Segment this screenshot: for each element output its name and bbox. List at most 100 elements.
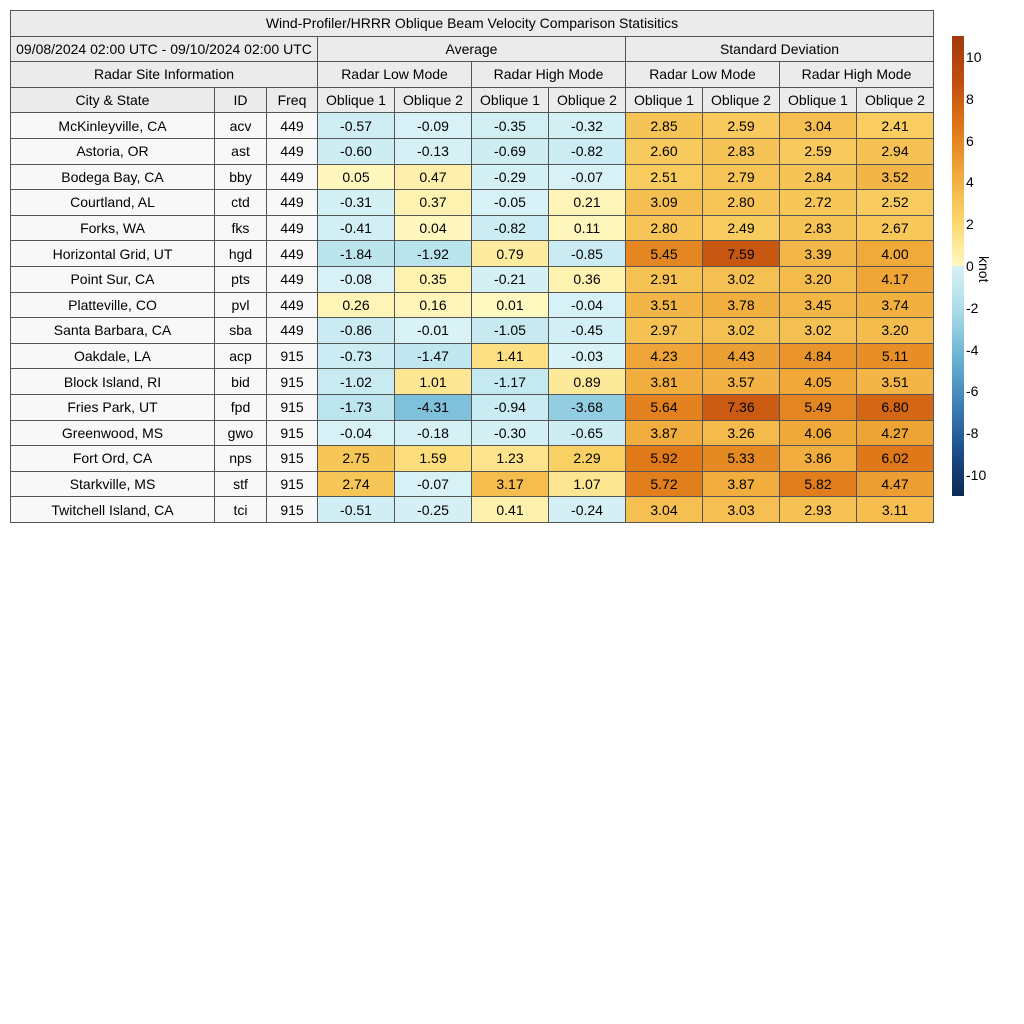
- std-value-cell: 2.80: [625, 214, 703, 242]
- mode-header-std-low: Radar Low Mode: [625, 61, 780, 88]
- std-value-cell: 3.02: [779, 317, 857, 344]
- std-value-cell: 2.84: [779, 163, 857, 191]
- site-freq-cell: 449: [266, 112, 318, 139]
- average-value-cell: -0.31: [317, 189, 395, 216]
- average-value-cell: -0.57: [317, 112, 395, 139]
- site-id-cell: nps: [214, 445, 267, 472]
- std-value-cell: 4.05: [779, 368, 857, 395]
- colorbar-tick-label: 2: [966, 216, 974, 233]
- average-value-cell: 0.41: [471, 496, 549, 523]
- std-value-cell: 4.23: [625, 342, 703, 370]
- std-value-cell: 2.97: [625, 317, 703, 344]
- average-value-cell: -0.86: [317, 317, 395, 344]
- colorbar-label: knot: [976, 256, 992, 283]
- std-value-cell: 2.59: [702, 112, 780, 139]
- std-value-cell: 3.87: [625, 419, 703, 447]
- mode-header-std-high: Radar High Mode: [779, 61, 934, 88]
- average-value-cell: -0.09: [394, 112, 472, 139]
- average-value-cell: 2.29: [548, 445, 626, 472]
- column-header: Oblique 2: [856, 86, 934, 114]
- table-row: Greenwood, MS gwo 915 -0.04 -0.18 -0.30 -0.65 3…: [10, 419, 934, 447]
- date-range: 09/08/2024 02:00 UTC - 09/10/2024 02:00 …: [10, 35, 318, 63]
- site-city-cell: Block Island, RI: [10, 368, 215, 395]
- average-value-cell: -0.03: [548, 342, 626, 370]
- site-city-cell: Santa Barbara, CA: [10, 317, 215, 344]
- std-value-cell: 2.59: [779, 137, 857, 165]
- column-header: ID: [214, 86, 267, 114]
- average-value-cell: -3.68: [548, 393, 626, 421]
- average-value-cell: -0.60: [317, 137, 395, 165]
- std-value-cell: 2.72: [779, 189, 857, 216]
- table-row: Block Island, RI bid 915 -1.02 1.01 -1.17 0.89…: [10, 368, 934, 395]
- site-city-cell: Horizontal Grid, UT: [10, 240, 215, 267]
- table-row: Astoria, OR ast 449 -0.60 -0.13 -0.69 -0.82 2.6…: [10, 137, 934, 165]
- average-value-cell: -0.18: [394, 419, 472, 447]
- site-id-cell: pvl: [214, 291, 267, 319]
- column-header: Oblique 2: [702, 86, 780, 114]
- mode-header-avg-high: Radar High Mode: [471, 61, 626, 88]
- std-value-cell: 2.94: [856, 137, 934, 165]
- std-value-cell: 2.67: [856, 214, 934, 242]
- site-id-cell: fpd: [214, 393, 267, 421]
- site-id-cell: tci: [214, 496, 267, 523]
- std-value-cell: 5.92: [625, 445, 703, 472]
- std-value-cell: 2.83: [779, 214, 857, 242]
- average-value-cell: -1.92: [394, 240, 472, 267]
- std-value-cell: 3.87: [702, 470, 780, 498]
- average-value-cell: -0.45: [548, 317, 626, 344]
- std-value-cell: 3.57: [702, 368, 780, 395]
- average-value-cell: 0.35: [394, 265, 472, 293]
- colorbar: [952, 36, 964, 496]
- std-value-cell: 5.45: [625, 240, 703, 267]
- table-row: Starkville, MS stf 915 2.74 -0.07 3.17 1.07 5.7…: [10, 470, 934, 498]
- std-value-cell: 2.80: [702, 189, 780, 216]
- std-value-cell: 3.26: [702, 419, 780, 447]
- std-value-cell: 4.00: [856, 240, 934, 267]
- average-value-cell: 0.05: [317, 163, 395, 191]
- average-value-cell: -0.01: [394, 317, 472, 344]
- average-value-cell: 0.16: [394, 291, 472, 319]
- average-value-cell: 1.23: [471, 445, 549, 472]
- std-value-cell: 4.84: [779, 342, 857, 370]
- column-header: Oblique 2: [548, 86, 626, 114]
- average-value-cell: -0.25: [394, 496, 472, 523]
- average-value-cell: 1.07: [548, 470, 626, 498]
- std-value-cell: 3.78: [702, 291, 780, 319]
- stats-table: Wind-Profiler/HRRR Oblique Beam Velocity…: [10, 10, 934, 523]
- std-value-cell: 3.20: [856, 317, 934, 344]
- average-value-cell: -0.35: [471, 112, 549, 139]
- table-row: Horizontal Grid, UT hgd 449 -1.84 -1.92 0.79-…: [10, 240, 934, 267]
- average-value-cell: -0.82: [471, 214, 549, 242]
- site-city-cell: Astoria, OR: [10, 137, 215, 165]
- average-value-cell: 0.01: [471, 291, 549, 319]
- table-body: McKinleyville, CA acv 449 -0.57 -0.09 -0.35 -0…: [10, 112, 934, 523]
- average-value-cell: 0.04: [394, 214, 472, 242]
- site-freq-cell: 449: [266, 189, 318, 216]
- colorbar-tick-label: -2: [966, 299, 979, 316]
- site-city-cell: Point Sur, CA: [10, 265, 215, 293]
- std-value-cell: 3.20: [779, 265, 857, 293]
- colorbar-tick-label: 0: [966, 258, 974, 274]
- average-value-cell: 0.47: [394, 163, 472, 191]
- site-id-cell: sba: [214, 317, 267, 344]
- column-header: Freq: [266, 86, 318, 114]
- site-freq-cell: 449: [266, 137, 318, 165]
- site-freq-cell: 915: [266, 342, 318, 370]
- average-value-cell: -0.04: [317, 419, 395, 447]
- average-value-cell: -0.07: [548, 163, 626, 191]
- average-value-cell: 1.41: [471, 342, 549, 370]
- average-value-cell: -0.21: [471, 265, 549, 293]
- average-value-cell: 0.79: [471, 240, 549, 267]
- table-row: Courtland, AL ctd 449 -0.31 0.37 -0.05 0.21 3.0…: [10, 189, 934, 216]
- average-value-cell: -0.07: [394, 470, 472, 498]
- column-header: Oblique 1: [317, 86, 395, 114]
- table-row: Fort Ord, CA nps 915 2.75 1.59 1.23 2.29 5.92 5.…: [10, 445, 934, 472]
- site-freq-cell: 915: [266, 393, 318, 421]
- table-row: Point Sur, CA pts 449 -0.08 0.35 -0.21 0.36 2.9…: [10, 265, 934, 293]
- std-value-cell: 3.02: [702, 317, 780, 344]
- colorbar-tick-label: -10: [966, 467, 987, 484]
- site-id-cell: pts: [214, 265, 267, 293]
- average-value-cell: -0.32: [548, 112, 626, 139]
- average-value-cell: -0.05: [471, 189, 549, 216]
- average-value-cell: -0.41: [317, 214, 395, 242]
